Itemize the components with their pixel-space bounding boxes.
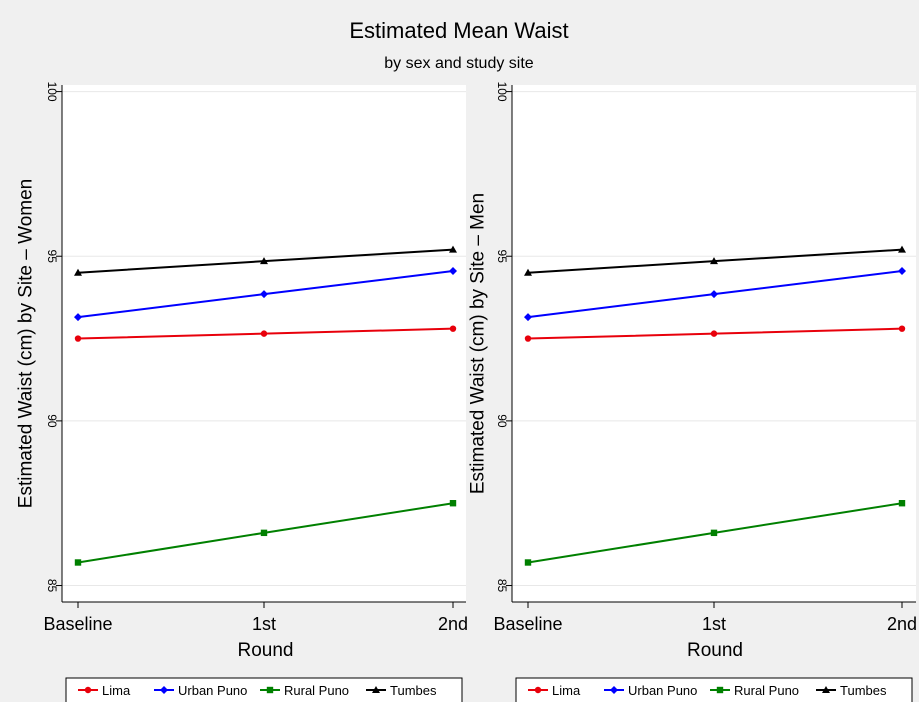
- data-point: [524, 335, 532, 342]
- legend-item: Urban Puno: [604, 683, 697, 698]
- data-point: [449, 245, 457, 253]
- legend-item: Lima: [78, 683, 131, 698]
- x-tick-label: Baseline: [43, 614, 112, 634]
- y-tick-label: 100: [45, 82, 59, 102]
- y-axis-title: Estimated Waist (cm) by Site – Men: [468, 193, 489, 494]
- data-point: [898, 325, 906, 332]
- data-point: [524, 559, 532, 566]
- x-tick-label: Baseline: [493, 614, 562, 634]
- data-point: [260, 330, 268, 337]
- data-point: [449, 500, 457, 507]
- data-point: [524, 313, 532, 322]
- data-point: [898, 267, 906, 276]
- series-lima: [524, 325, 906, 342]
- legend: Lima Urban Puno Rural Puno Tumbes: [65, 677, 463, 702]
- y-tick-label: 95: [495, 250, 509, 264]
- legend-label: Tumbes: [390, 683, 437, 698]
- x-tick-label: 1st: [702, 614, 726, 634]
- legend-label: Rural Puno: [284, 683, 349, 698]
- figure-title: Estimated Mean Waist: [349, 18, 568, 43]
- chart-panel-2: 85 90 95 100 Baseline 1st 2nd Round Estimated Wa…: [468, 82, 917, 702]
- legend-label: Lima: [552, 683, 581, 698]
- data-point: [534, 686, 542, 694]
- data-point: [160, 686, 168, 694]
- plot-area: [512, 85, 916, 602]
- legend-item: Urban Puno: [154, 683, 247, 698]
- legend-label: Lima: [102, 683, 131, 698]
- series-urban-puno: [74, 267, 457, 322]
- data-point: [898, 245, 906, 253]
- data-point: [524, 268, 532, 276]
- figure-subtitle: by sex and study site: [384, 55, 534, 72]
- legend: Lima Urban Puno Rural Puno Tumbes: [515, 677, 913, 702]
- data-point: [260, 290, 268, 299]
- data-point: [84, 686, 92, 694]
- series-rural-puno: [524, 500, 906, 566]
- series-rural-puno: [74, 500, 457, 566]
- x-tick-label: 1st: [252, 614, 276, 634]
- x-tick-label: 2nd: [887, 614, 917, 634]
- panels: 85 90 95 100 Baseline 1st 2nd Round Estimated Wa…: [16, 82, 917, 702]
- series-tumbes: [524, 245, 906, 276]
- legend-item: Rural Puno: [260, 683, 349, 698]
- legend-label: Urban Puno: [628, 683, 697, 698]
- y-tick-label: 95: [45, 250, 59, 264]
- data-point: [260, 257, 268, 265]
- data-point: [74, 268, 82, 276]
- data-point: [710, 257, 718, 265]
- x-tick-label: 2nd: [438, 614, 468, 634]
- data-point: [710, 529, 718, 537]
- data-point: [372, 686, 380, 693]
- y-tick-label: 100: [495, 82, 509, 102]
- x-axis-title: Round: [238, 640, 294, 661]
- data-point: [74, 559, 82, 566]
- data-point: [449, 267, 457, 276]
- data-point: [74, 313, 82, 322]
- data-point: [710, 330, 718, 337]
- data-point: [610, 686, 618, 694]
- plot-area: [62, 85, 466, 602]
- series-urban-puno: [524, 267, 906, 322]
- legend-item: Lima: [528, 683, 581, 698]
- legend-item: Rural Puno: [710, 683, 799, 698]
- y-tick-label: 90: [45, 414, 59, 428]
- data-point: [266, 686, 274, 694]
- x-axis-title: Round: [687, 640, 743, 661]
- legend-item: Tumbes: [366, 683, 437, 698]
- y-tick-label: 85: [45, 579, 59, 593]
- y-axis-title: Estimated Waist (cm) by Site – Women: [16, 179, 37, 508]
- data-point: [74, 335, 82, 342]
- data-point: [822, 686, 830, 693]
- data-point: [716, 686, 724, 694]
- series-lima: [74, 325, 457, 342]
- y-tick-label: 85: [495, 579, 509, 593]
- legend-label: Tumbes: [840, 683, 887, 698]
- data-point: [898, 500, 906, 507]
- legend-label: Rural Puno: [734, 683, 799, 698]
- data-point: [260, 529, 268, 537]
- data-point: [449, 325, 457, 332]
- data-point: [710, 290, 718, 299]
- y-tick-label: 90: [495, 414, 509, 428]
- legend-label: Urban Puno: [178, 683, 247, 698]
- series-tumbes: [74, 245, 457, 276]
- chart-panel-1: 85 90 95 100 Baseline 1st 2nd Round Estimated Wa…: [16, 82, 468, 702]
- legend-item: Tumbes: [816, 683, 887, 698]
